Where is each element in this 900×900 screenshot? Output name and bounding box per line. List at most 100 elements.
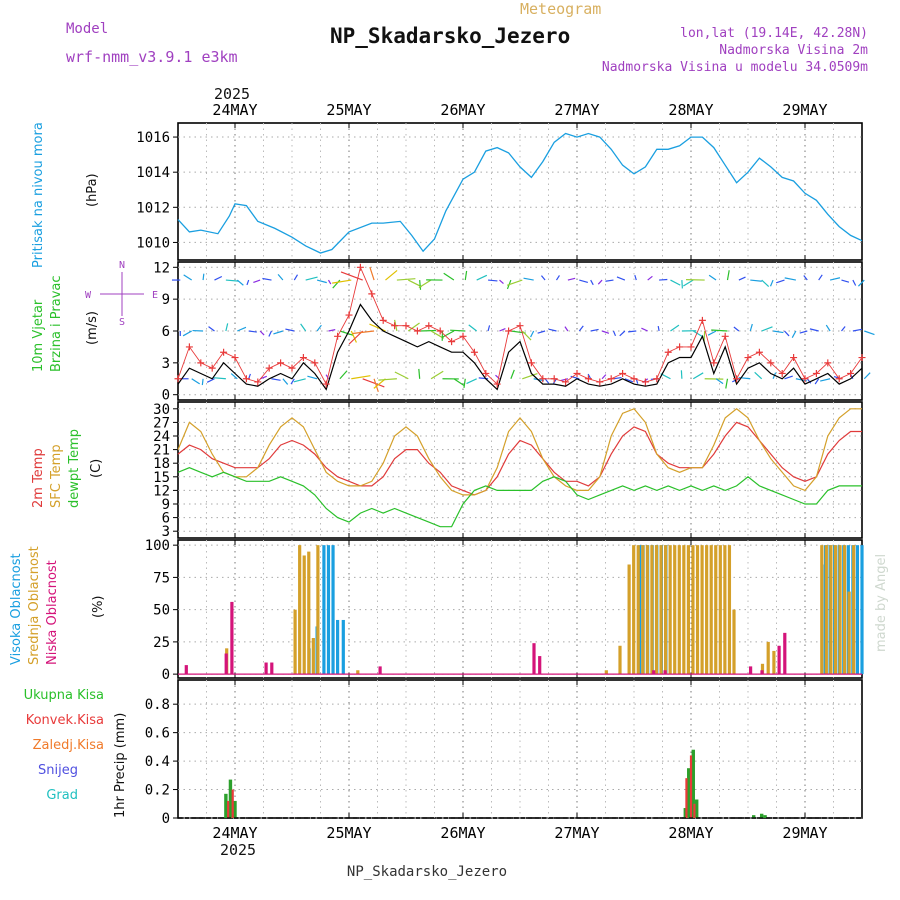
wind-vector xyxy=(453,378,465,387)
wind-gust-marker xyxy=(197,359,205,367)
temp-ylabel-2m: 2m Temp xyxy=(31,448,46,508)
wind-vector xyxy=(628,330,637,333)
mid-cloud-bar xyxy=(691,545,695,675)
wind-gust-marker xyxy=(847,369,855,377)
wind-gust-marker xyxy=(824,359,832,367)
mid-cloud-bar xyxy=(316,545,320,675)
precip-ytick-label: 0.8 xyxy=(145,697,170,713)
cloud-ylabel-mid: Srednja Oblacnost xyxy=(27,546,42,665)
wind-vector xyxy=(248,373,251,379)
wind-vector xyxy=(616,276,626,281)
wind-gust-marker xyxy=(459,332,467,340)
wind-vector xyxy=(259,330,265,336)
wind-vector xyxy=(300,323,307,332)
wind-vector xyxy=(202,273,205,281)
wind-vector xyxy=(385,269,398,281)
low-cloud-bar xyxy=(652,670,656,675)
mid-cloud-bar xyxy=(852,545,856,675)
mid-cloud-bar xyxy=(650,545,654,675)
wind-gust-marker xyxy=(436,327,444,335)
mid-cloud-bar xyxy=(618,645,622,675)
mid-cloud-bar xyxy=(760,663,765,675)
wind-vector xyxy=(396,278,416,281)
low-cloud-bar xyxy=(760,670,764,675)
subtitle: Meteogram xyxy=(520,0,601,18)
wind-vector xyxy=(408,279,422,288)
low-cloud-bar xyxy=(783,632,787,675)
wind-vector xyxy=(799,330,808,334)
wind-gust-marker xyxy=(379,316,387,324)
wind-vector xyxy=(597,279,603,285)
wind-vector xyxy=(707,330,717,336)
mid-cloud-bar xyxy=(311,638,315,675)
wind-vector xyxy=(305,276,318,281)
mid-cloud-bar xyxy=(645,545,649,675)
wind-gust-marker xyxy=(277,359,285,367)
wind-vector xyxy=(579,279,589,284)
wind-vector xyxy=(478,377,489,380)
wind-vector xyxy=(285,328,295,332)
wind-gust-marker xyxy=(687,343,695,351)
wind-vector xyxy=(277,273,284,281)
wind-gust-marker xyxy=(676,343,684,351)
cloud-ylabel: Visoka Oblacnost Srednja Oblacnost Niska… xyxy=(9,542,60,665)
wind-gust-marker xyxy=(448,338,456,346)
high-cloud-bar xyxy=(322,545,326,675)
high-cloud-bar xyxy=(855,545,860,675)
wind-vector xyxy=(784,330,790,337)
mid-cloud-bar xyxy=(833,545,838,675)
day-label-top: 28MAY xyxy=(668,101,713,119)
wind-vector xyxy=(378,378,397,381)
cloud-unit: (%) xyxy=(91,596,106,619)
wind-gust-marker xyxy=(778,369,786,377)
year-top: 2025 xyxy=(214,85,250,103)
footer-title: NP_Skadarsko_Jezero xyxy=(347,864,507,880)
mid-cloud-bar xyxy=(700,545,704,675)
wind-vector xyxy=(725,378,729,389)
wind-vector xyxy=(540,275,546,281)
wind-vector xyxy=(253,279,261,284)
wind-ylabel-2: Brzina i Pravac xyxy=(49,275,64,372)
clouds-panel: 0 25 50 75 100 xyxy=(145,538,864,683)
high-cloud-bar xyxy=(336,619,340,675)
clouds-frame xyxy=(177,539,863,679)
mid-cloud-bar xyxy=(714,545,718,675)
wind-vector xyxy=(806,378,812,384)
wind-vector xyxy=(857,279,865,287)
mid-cloud-bar xyxy=(838,545,842,675)
wind-vector xyxy=(236,279,244,286)
wind-gust-marker xyxy=(710,359,718,367)
wind-vector xyxy=(708,274,717,281)
wind-vector xyxy=(488,279,498,282)
wind-vector xyxy=(864,330,875,336)
mid-cloud-bar xyxy=(604,670,608,675)
high-cloud-bar xyxy=(341,619,345,675)
model-elevation: Nadmorska Visina u modelu 34.0509m xyxy=(602,60,868,75)
day-label-top: 25MAY xyxy=(326,101,371,119)
temperature-ytick-label: 30 xyxy=(153,402,170,418)
wind-vector xyxy=(362,378,385,388)
wind-vector xyxy=(351,375,371,380)
total-precip-bar xyxy=(752,815,756,818)
wind-vector xyxy=(352,330,375,335)
day-label-top: 27MAY xyxy=(554,101,599,119)
wind-vector xyxy=(208,326,215,332)
wind-vector xyxy=(339,330,354,336)
wind-gust-marker xyxy=(744,354,752,362)
wind-vector xyxy=(419,279,422,290)
wind-gust-marker xyxy=(402,322,410,330)
clouds-ytick-label: 75 xyxy=(153,570,170,586)
wind-vector xyxy=(578,325,584,332)
wind-vector xyxy=(769,279,774,287)
low-cloud-bar xyxy=(230,601,234,675)
wind-gust-marker xyxy=(550,375,558,383)
wind-vector xyxy=(394,371,409,380)
day-label-bottom: 28MAY xyxy=(668,824,713,842)
wind-gust-marker xyxy=(664,348,672,356)
wind-vector xyxy=(738,276,746,281)
wind-vector xyxy=(624,378,634,383)
wind-vector xyxy=(262,277,272,281)
day-label-bottom: 25MAY xyxy=(326,824,371,842)
total-precip-bar xyxy=(687,768,691,818)
wind-vector xyxy=(316,324,322,332)
